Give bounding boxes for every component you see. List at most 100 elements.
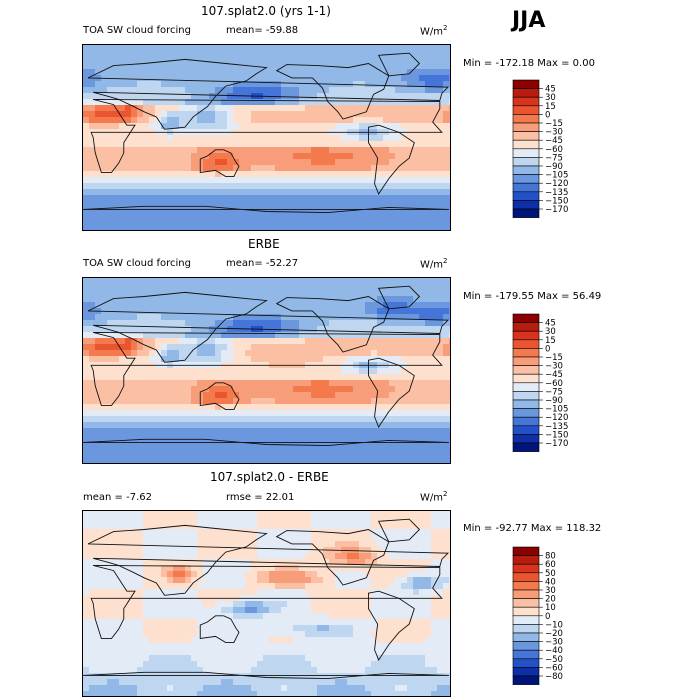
- heatmap-cell: [161, 219, 168, 226]
- heatmap-cell: [395, 290, 402, 297]
- heatmap-cell: [239, 213, 246, 220]
- heatmap-cell: [311, 422, 318, 429]
- heatmap-cell: [371, 111, 378, 118]
- heatmap-cell: [161, 93, 168, 100]
- heatmap-cell: [89, 81, 96, 88]
- heatmap-cell: [353, 428, 360, 435]
- heatmap-cell: [83, 189, 90, 196]
- heatmap-cell: [227, 314, 234, 321]
- heatmap-cell: [341, 601, 348, 608]
- heatmap-cell: [239, 69, 246, 76]
- heatmap-cell: [449, 434, 450, 441]
- heatmap-cell: [449, 219, 450, 226]
- heatmap-cell: [233, 380, 240, 387]
- heatmap-cell: [173, 207, 180, 214]
- heatmap-cell: [197, 147, 204, 154]
- heatmap-cell: [287, 99, 294, 106]
- heatmap-cell: [185, 93, 192, 100]
- heatmap-cell: [227, 201, 234, 208]
- heatmap-cell: [311, 183, 318, 190]
- heatmap-cell: [95, 147, 102, 154]
- heatmap-cell: [359, 380, 366, 387]
- heatmap-cell: [263, 458, 270, 463]
- heatmap-cell: [263, 577, 270, 584]
- heatmap-cell: [287, 386, 294, 393]
- heatmap-cell: [437, 547, 444, 554]
- heatmap-cell: [113, 225, 120, 230]
- heatmap-cell: [371, 45, 378, 52]
- heatmap-cell: [329, 290, 336, 297]
- colorbar-swatch: [512, 200, 540, 210]
- heatmap-cell: [335, 320, 342, 327]
- heatmap-cell: [341, 225, 348, 230]
- heatmap-cell: [233, 189, 240, 196]
- heatmap-cell: [389, 123, 396, 130]
- heatmap-cell: [83, 129, 90, 136]
- heatmap-cell: [197, 565, 204, 572]
- heatmap-cell: [251, 189, 258, 196]
- heatmap-cell: [431, 517, 438, 524]
- colorbar-swatch: [512, 174, 540, 184]
- heatmap-cell: [131, 386, 138, 393]
- heatmap-cell: [257, 422, 264, 429]
- coastline: [199, 382, 240, 411]
- heatmap-cell: [215, 159, 222, 166]
- heatmap-cell: [335, 386, 342, 393]
- heatmap-cell: [401, 344, 408, 351]
- heatmap-cell: [173, 386, 180, 393]
- heatmap-cell: [227, 541, 234, 548]
- heatmap-cell: [443, 458, 450, 463]
- heatmap-cell: [245, 338, 252, 345]
- heatmap-cell: [173, 356, 180, 363]
- heatmap-cell: [131, 135, 138, 142]
- heatmap-cell: [161, 386, 168, 393]
- heatmap-cell: [329, 195, 336, 202]
- heatmap-cell: [431, 99, 438, 106]
- heatmap-cell: [161, 380, 168, 387]
- heatmap-cell: [167, 601, 174, 608]
- heatmap-cell: [347, 571, 354, 578]
- heatmap-cell: [149, 87, 156, 94]
- heatmap-cell: [107, 195, 114, 202]
- heatmap-cell: [389, 296, 396, 303]
- heatmap-cell: [281, 541, 288, 548]
- heatmap-cell: [215, 117, 222, 124]
- heatmap-cell: [401, 201, 408, 208]
- heatmap-cell: [173, 380, 180, 387]
- heatmap-cell: [179, 105, 186, 112]
- heatmap-cell: [179, 404, 186, 411]
- heatmap-cell: [245, 99, 252, 106]
- heatmap-cell: [95, 87, 102, 94]
- heatmap-cell: [359, 45, 366, 52]
- heatmap-cell: [233, 559, 240, 566]
- heatmap-cell: [131, 517, 138, 524]
- heatmap-cell: [245, 601, 252, 608]
- heatmap-cell: [245, 57, 252, 64]
- heatmap-cell: [101, 45, 108, 52]
- heatmap-cell: [263, 171, 270, 178]
- heatmap-cell: [191, 404, 198, 411]
- heatmap-cell: [131, 320, 138, 327]
- heatmap-cell: [359, 135, 366, 142]
- heatmap-cell: [131, 326, 138, 333]
- heatmap-cell: [179, 583, 186, 590]
- heatmap-cell: [203, 380, 210, 387]
- heatmap-cell: [161, 326, 168, 333]
- heatmap-cell: [215, 404, 222, 411]
- heatmap-cell: [395, 111, 402, 118]
- heatmap-cell: [89, 284, 96, 291]
- heatmap-cell: [347, 57, 354, 64]
- heatmap-cell: [83, 320, 90, 327]
- heatmap-cell: [305, 446, 312, 453]
- heatmap-cell: [311, 57, 318, 64]
- heatmap-cell: [119, 583, 126, 590]
- heatmap-cell: [401, 523, 408, 530]
- heatmap-cell: [395, 105, 402, 112]
- heatmap-cell: [275, 523, 282, 530]
- heatmap-cell: [131, 99, 138, 106]
- heatmap-cell: [419, 583, 426, 590]
- heatmap-cell: [407, 529, 414, 536]
- heatmap-cell: [359, 452, 366, 459]
- heatmap-cell: [227, 458, 234, 463]
- heatmap-cell: [239, 452, 246, 459]
